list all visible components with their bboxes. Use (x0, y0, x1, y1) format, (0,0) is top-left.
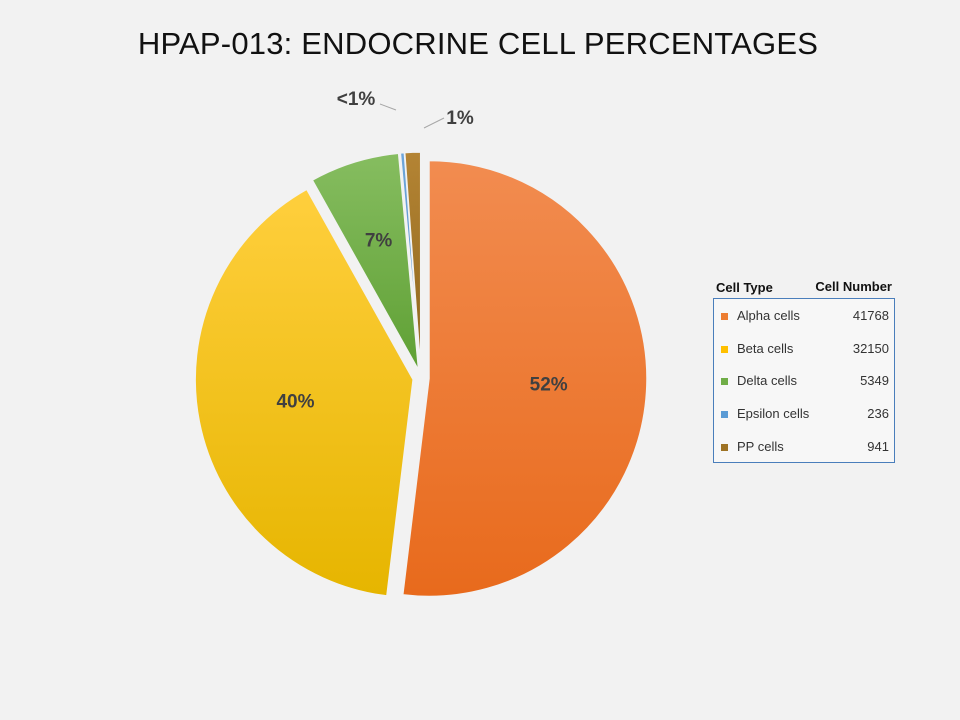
pie-slice-beta (194, 188, 414, 597)
legend-number-beta: 32150 (852, 341, 889, 356)
legend-label-alpha: Alpha cells (737, 308, 800, 323)
legend-row-epsilon: Epsilon cells 236 (714, 406, 894, 426)
data-label-delta: 7% (365, 230, 393, 251)
legend-swatch-epsilon (721, 411, 728, 418)
legend-table: Alpha cells 41768 Beta cells 32150 Delta… (713, 298, 895, 463)
legend-swatch-beta (721, 346, 728, 353)
pie-slice-pp (403, 151, 422, 371)
legend-label-epsilon: Epsilon cells (737, 406, 810, 421)
legend-number-pp: 941 (867, 439, 889, 454)
legend-header-number: Cell Number (815, 279, 892, 294)
legend-row-alpha: Alpha cells 41768 (714, 308, 894, 328)
legend-label-beta: Beta cells (737, 341, 794, 356)
legend-number-alpha: 41768 (852, 308, 889, 323)
data-label-beta: 40% (276, 392, 314, 413)
legend-number-delta: 5349 (860, 373, 889, 388)
pie-slice-delta (311, 152, 420, 371)
legend-swatch-pp (721, 444, 728, 451)
data-label-alpha: 52% (530, 375, 568, 396)
legend-swatch-alpha (721, 313, 728, 320)
legend-label-delta: Delta cells (737, 373, 797, 388)
legend-row-pp: PP cells 941 (714, 439, 894, 459)
legend-swatch-delta (721, 378, 728, 385)
legend-header-type: Cell Type (716, 280, 773, 295)
chart-title: HPAP-013: ENDOCRINE CELL PERCENTAGES (137, 26, 819, 61)
data-label-pp: 1% (446, 108, 474, 129)
pie-slice-alpha (401, 159, 648, 598)
data-label-epsilon: <1% (337, 89, 376, 110)
leader-line-epsilon (379, 103, 397, 111)
leader-line-pp (423, 117, 445, 129)
legend-row-beta: Beta cells 32150 (714, 341, 894, 361)
legend-row-delta: Delta cells 5349 (714, 373, 894, 393)
legend-number-epsilon: 236 (867, 406, 889, 421)
legend-label-pp: PP cells (737, 439, 784, 454)
